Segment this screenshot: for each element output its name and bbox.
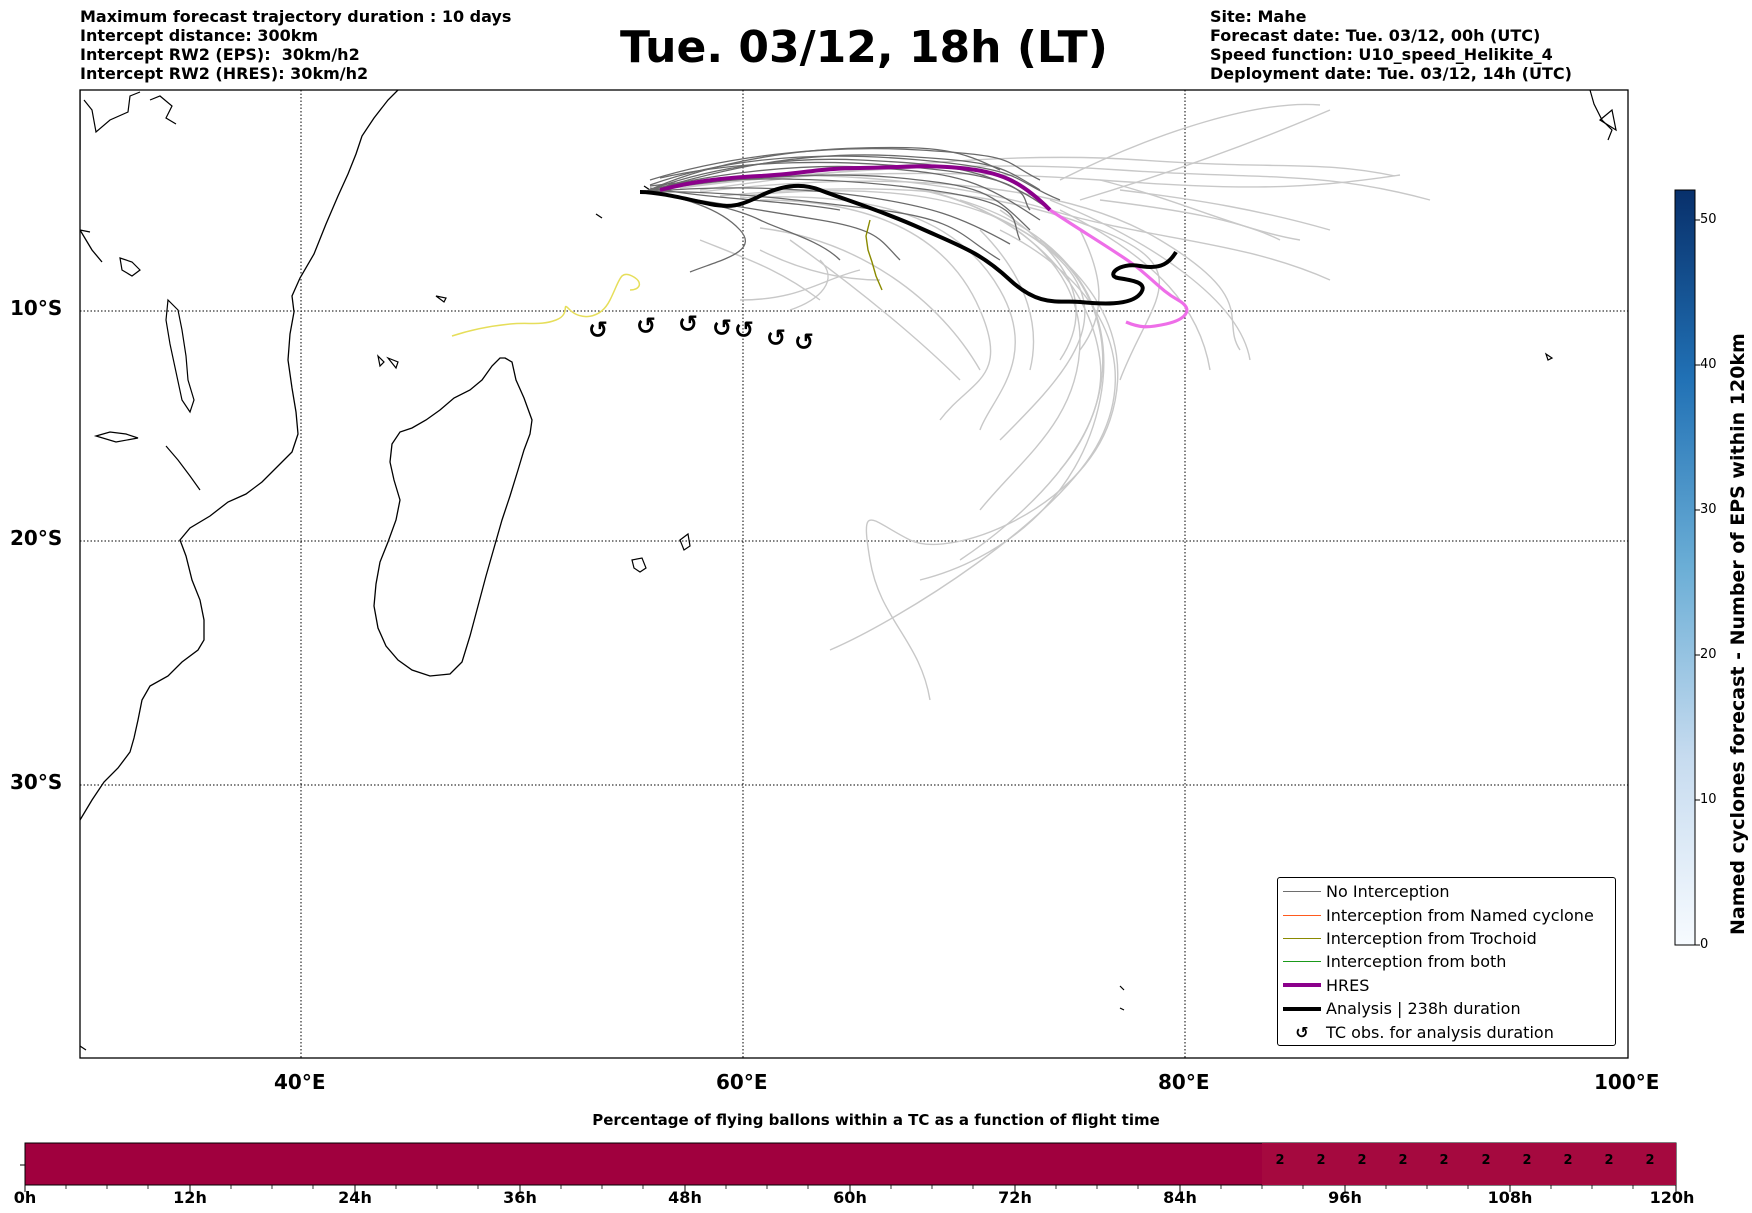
legend-entry: Analysis | 238h duration xyxy=(1278,997,1615,1020)
legend-swatch xyxy=(1283,1006,1321,1011)
header-line: Intercept distance: 300km xyxy=(80,26,319,45)
legend-entry: Interception from Trochoid xyxy=(1278,927,1615,950)
legend-label: Interception from both xyxy=(1326,952,1507,972)
colorbar-title: Named cyclones forecast - Number of EPS … xyxy=(1727,333,1749,935)
timebar-value: 2 xyxy=(1522,1153,1532,1168)
legend-label: TC obs. for analysis duration xyxy=(1326,1022,1554,1042)
lon-label: 40°E xyxy=(274,1070,326,1094)
coastline-africa xyxy=(80,90,399,821)
legend-swatch xyxy=(1283,914,1321,916)
map-gridlines xyxy=(80,90,1628,1058)
hres-track-late xyxy=(1049,208,1189,329)
timebar-value: 2 xyxy=(1316,1153,1326,1168)
legend-label: Interception from Named cyclone xyxy=(1326,905,1594,925)
legend-entry: No Interception xyxy=(1278,880,1615,903)
colorbar-tick-label: 40 xyxy=(1700,357,1717,372)
colorbar-tick-label: 20 xyxy=(1700,647,1717,662)
lat-label: 20°S xyxy=(10,526,63,550)
page-title: Tue. 03/12, 18h (LT) xyxy=(620,22,1108,73)
timebar-value: 2 xyxy=(1604,1153,1614,1168)
tc-obs-symbol: ↺ xyxy=(794,328,814,356)
legend-swatch xyxy=(1283,937,1321,939)
legend-label: No Interception xyxy=(1326,882,1450,902)
legend-label: HRES xyxy=(1326,975,1370,995)
lat-label: 30°S xyxy=(10,770,63,794)
header-left-info: Maximum forecast trajectory duration : 1… xyxy=(80,7,511,83)
lon-label: 100°E xyxy=(1594,1070,1660,1094)
header-line: Site: Mahe xyxy=(1210,7,1307,26)
timebar-tick-label: 72h xyxy=(998,1188,1032,1207)
timebar-tick-label: 108h xyxy=(1487,1188,1533,1207)
legend-swatch xyxy=(1283,961,1321,963)
header-line: Intercept RW2 (HRES): 30km/h2 xyxy=(80,64,369,83)
map-legend: No Interception Interception from Named … xyxy=(1277,877,1616,1046)
colorbar-tick-label: 10 xyxy=(1700,792,1717,807)
colorbar-ticks xyxy=(1695,219,1700,946)
timebar-value: 2 xyxy=(1563,1153,1573,1168)
hres-track xyxy=(659,164,1052,212)
header-line: Maximum forecast trajectory duration : 1… xyxy=(80,7,512,26)
timebar-value: 2 xyxy=(1439,1153,1449,1168)
timebar-minor-ticks xyxy=(65,1185,1634,1189)
lon-label: 80°E xyxy=(1158,1070,1210,1094)
legend-swatch xyxy=(1283,891,1321,893)
header-right-info: Site: Mahe Forecast date: Tue. 03/12, 00… xyxy=(1210,7,1572,83)
trochoid-interception-track xyxy=(865,219,883,291)
tc-obs-symbol: ↺ xyxy=(712,314,732,342)
colorbar-tick-label: 30 xyxy=(1700,502,1717,517)
timebar-tick-label: 36h xyxy=(503,1188,537,1207)
map-frame xyxy=(79,89,1629,1059)
tc-obs-symbol: ↺ xyxy=(678,310,698,338)
tc-obs-symbols: ↺ ↺ ↺ ↺ ↺ ↺ ↺ xyxy=(588,310,814,356)
timebar-value: 2 xyxy=(1481,1153,1491,1168)
timebar-tick-label: 96h xyxy=(1328,1188,1362,1207)
tc-obs-symbol: ↺ xyxy=(636,312,656,340)
colorbar-tick-label: 0 xyxy=(1700,937,1709,952)
analysis-track xyxy=(639,183,1178,306)
coastline-madagascar xyxy=(373,357,533,677)
header-line: Intercept RW2 (EPS): 30km/h2 xyxy=(80,45,360,64)
colorbar xyxy=(1674,189,1696,946)
header-line: Deployment date: Tue. 03/12, 14h (UTC) xyxy=(1210,64,1572,83)
tc-obs-symbol: ↺ xyxy=(766,324,786,352)
timebar-tick-label: 0h xyxy=(13,1188,37,1207)
legend-swatch xyxy=(1283,983,1321,988)
lat-label: 10°S xyxy=(10,296,63,320)
colorbar-tick-label: 50 xyxy=(1700,212,1717,227)
header-line: Forecast date: Tue. 03/12, 00h (UTC) xyxy=(1210,26,1541,45)
timebar-tick-label: 48h xyxy=(668,1188,702,1207)
timebar-tick-label: 60h xyxy=(833,1188,867,1207)
timebar-ticks xyxy=(24,1185,1677,1192)
legend-entry: HRES xyxy=(1278,974,1615,997)
lon-label: 60°E xyxy=(716,1070,768,1094)
tc-obs-legend-icon: ↺ xyxy=(1295,1022,1309,1042)
timebar-value: 2 xyxy=(1357,1153,1367,1168)
legend-entry: Interception from both xyxy=(1278,950,1615,973)
tc-obs-symbol: ↺ xyxy=(588,316,608,344)
yellow-track xyxy=(451,273,641,337)
timebar-tick-label: 12h xyxy=(173,1188,207,1207)
timebar-tail xyxy=(1262,1143,1676,1185)
timebar-value: 2 xyxy=(1275,1153,1285,1168)
legend-label: Analysis | 238h duration xyxy=(1326,999,1521,1019)
timebar-tick-label: 24h xyxy=(338,1188,372,1207)
timebar-value: 2 xyxy=(1398,1153,1408,1168)
legend-entry: Interception from Named cyclone xyxy=(1278,903,1615,926)
small-islands xyxy=(80,90,1617,1051)
timebar-value: 2 xyxy=(1645,1153,1655,1168)
coastline-horn xyxy=(83,91,177,134)
header-line: Speed function: U10_speed_Helikite_4 xyxy=(1210,45,1553,64)
tc-obs-symbol: ↺ xyxy=(734,316,754,344)
legend-entry: ↺ TC obs. for analysis duration xyxy=(1278,1020,1615,1043)
timebar-tick-label: 120h xyxy=(1649,1188,1695,1207)
legend-label: Interception from Trochoid xyxy=(1326,928,1537,948)
timebar-title: Percentage of flying ballons within a TC… xyxy=(592,1111,1160,1129)
timebar-tick-label: 84h xyxy=(1163,1188,1197,1207)
